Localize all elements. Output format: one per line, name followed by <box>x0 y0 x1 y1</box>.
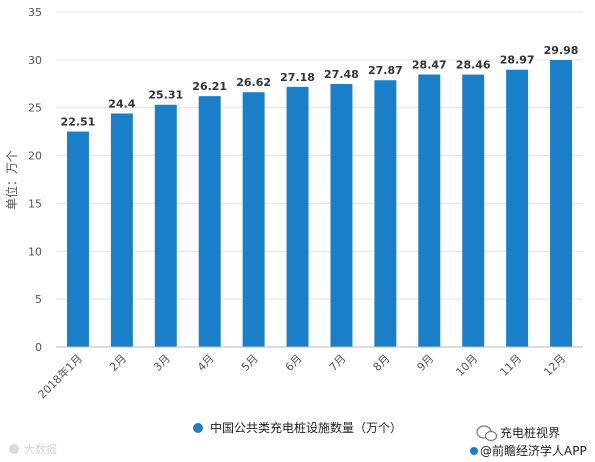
source-credit: @前瞻经济学人APP <box>470 443 587 458</box>
bar-value-label: 28.97 <box>500 54 535 67</box>
bar-value-label: 27.87 <box>368 64 403 77</box>
x-tick-label: 11月 <box>497 352 524 379</box>
y-axis-title: 单位：万个 <box>4 150 19 210</box>
legend-label: 中国公共类充电桩设施数量（万个） <box>210 420 402 435</box>
x-tick-label: 10月 <box>453 352 480 379</box>
y-tick-label: 35 <box>28 6 42 19</box>
app-logo-icon <box>470 447 478 455</box>
watermark-logo-icon <box>9 444 19 454</box>
y-tick-label: 20 <box>28 150 42 163</box>
bar <box>550 60 573 347</box>
bar-value-label: 29.98 <box>544 44 579 57</box>
legend-marker-icon <box>193 423 203 433</box>
gridlines <box>56 11 583 300</box>
x-tick-label: 8月 <box>371 352 393 374</box>
bars <box>66 60 573 348</box>
bar-value-label: 27.48 <box>324 68 359 81</box>
y-tick-label: 15 <box>28 197 42 210</box>
y-tick-label: 5 <box>35 293 42 306</box>
x-tick-label: 2月 <box>107 352 129 374</box>
bar-value-label: 22.51 <box>61 116 96 129</box>
x-tick-label: 9月 <box>414 352 436 374</box>
bar <box>110 113 133 347</box>
bar <box>462 74 485 348</box>
bar <box>374 80 397 347</box>
y-tick-label: 25 <box>28 102 42 115</box>
bar-value-label: 28.46 <box>456 59 491 72</box>
bar <box>330 83 353 347</box>
bottom-left-watermark: 大数据 <box>9 442 57 456</box>
bar-value-label: 26.62 <box>236 76 271 89</box>
x-tick-label: 7月 <box>327 352 349 374</box>
x-tick-label: 4月 <box>195 352 217 374</box>
y-tick-label: 10 <box>28 245 42 258</box>
bar-value-label: 27.18 <box>280 71 315 84</box>
source-label: @前瞻经济学人APP <box>480 443 587 458</box>
bar-value-label: 28.47 <box>412 59 447 72</box>
data-labels: 22.51 24.4 25.31 26.21 26.62 27.18 27.48 27.87 2… <box>61 44 579 128</box>
x-axis-ticks: 2018年1月 2月 3月 4月 5月 6月 7月 8月 9月 10月 11月 12月 <box>35 351 568 401</box>
bar <box>506 69 529 348</box>
x-tick-label: 2018年1月 <box>35 351 85 401</box>
y-axis-ticks: 0 5 10 15 20 25 30 35 <box>28 6 42 354</box>
wechat-watermark: 充电桩视界 <box>476 425 560 442</box>
y-tick-label: 30 <box>28 54 42 67</box>
bar-value-label: 26.21 <box>192 80 227 93</box>
x-tick-label: 5月 <box>239 352 261 374</box>
bar <box>242 92 265 347</box>
x-tick-label: 6月 <box>283 352 305 374</box>
bar <box>418 74 441 347</box>
x-tick-label: 12月 <box>541 352 568 379</box>
y-tick-label: 0 <box>35 341 42 354</box>
wechat-icon <box>476 425 498 442</box>
watermark-text: 大数据 <box>24 442 57 456</box>
bar-value-label: 25.31 <box>148 89 183 102</box>
bar <box>198 96 221 347</box>
bar <box>66 131 89 347</box>
bar-value-label: 24.4 <box>108 97 135 110</box>
bar <box>154 104 177 347</box>
wechat-account-name: 充电桩视界 <box>500 425 560 440</box>
x-tick-label: 3月 <box>151 352 173 374</box>
legend: 中国公共类充电桩设施数量（万个） <box>193 420 402 435</box>
bar <box>286 86 309 347</box>
